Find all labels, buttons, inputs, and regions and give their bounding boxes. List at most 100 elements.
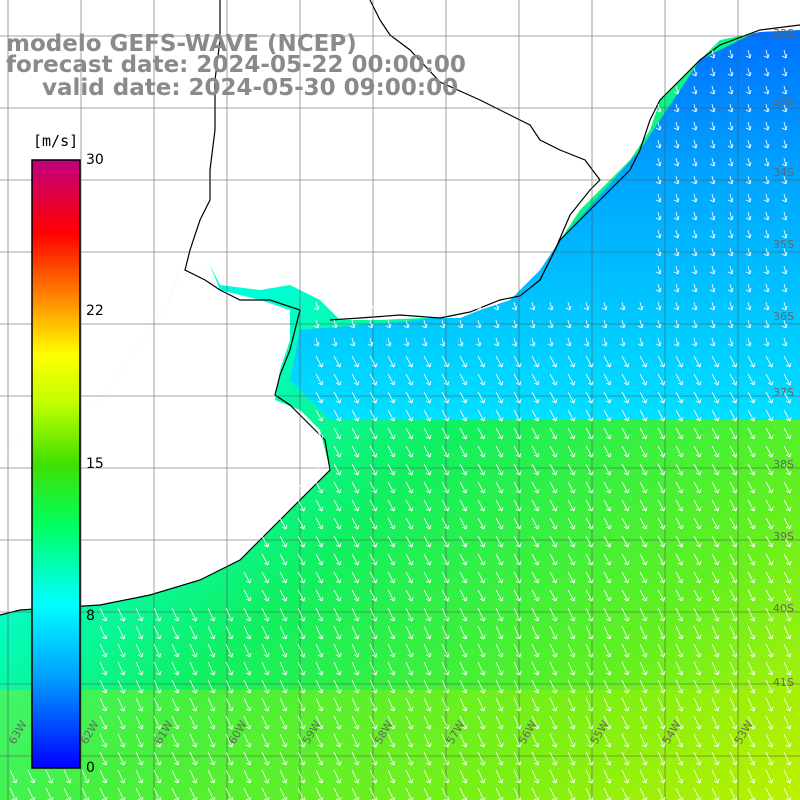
wind-arrow bbox=[745, 67, 752, 77]
wind-arrow bbox=[675, 661, 684, 676]
wind-arrow bbox=[423, 499, 432, 512]
wind-arrow bbox=[585, 571, 594, 584]
lat-label: 35S bbox=[773, 238, 794, 251]
wind-arrow bbox=[207, 661, 216, 676]
wind-arrow bbox=[405, 373, 414, 386]
wind-arrow bbox=[513, 517, 522, 530]
wind-arrow bbox=[459, 499, 468, 512]
wind-arrow bbox=[657, 733, 666, 748]
colorbar-tick-8: 8 bbox=[86, 608, 95, 624]
wind-arrow bbox=[117, 643, 126, 658]
wind-arrow bbox=[781, 121, 788, 131]
wind-arrow bbox=[709, 139, 716, 149]
wind-arrow bbox=[747, 751, 756, 766]
wind-arrow bbox=[387, 355, 396, 368]
wind-arrow bbox=[585, 787, 594, 800]
wind-arrow bbox=[261, 751, 270, 766]
wind-arrow bbox=[333, 427, 342, 440]
wind-arrow bbox=[315, 715, 324, 730]
wind-arrow bbox=[459, 355, 468, 368]
wind-arrow bbox=[763, 337, 770, 347]
wind-arrow bbox=[783, 481, 792, 494]
wind-arrow bbox=[225, 607, 234, 622]
wind-arrow bbox=[729, 589, 738, 602]
wind-arrow bbox=[459, 661, 468, 676]
wind-arrow bbox=[477, 481, 486, 494]
wind-arrow bbox=[387, 391, 396, 404]
wind-arrow bbox=[657, 787, 666, 800]
wind-arrow bbox=[783, 571, 792, 584]
wind-arrow bbox=[709, 157, 716, 167]
wind-arrow bbox=[711, 499, 720, 512]
wind-arrow bbox=[351, 625, 360, 640]
wind-arrow bbox=[423, 589, 432, 602]
wind-arrow bbox=[729, 391, 738, 404]
wind-arrow bbox=[639, 499, 648, 512]
wind-arrow bbox=[745, 121, 752, 131]
wind-arrow bbox=[495, 607, 504, 622]
wind-arrow bbox=[565, 319, 572, 329]
wind-arrow bbox=[747, 499, 756, 512]
wind-arrow bbox=[297, 733, 306, 748]
wind-arrow bbox=[711, 391, 720, 404]
wind-arrow bbox=[549, 571, 558, 584]
wind-arrow bbox=[673, 211, 680, 221]
wind-arrow bbox=[441, 535, 450, 548]
wind-arrow bbox=[315, 589, 324, 602]
wind-arrow bbox=[549, 733, 558, 748]
wind-arrow bbox=[423, 787, 432, 800]
wind-arrow bbox=[315, 733, 324, 748]
wind-arrow bbox=[655, 229, 662, 239]
wind-arrow bbox=[261, 661, 270, 676]
wind-arrow bbox=[333, 517, 342, 530]
wind-arrow bbox=[513, 589, 522, 602]
wind-arrow bbox=[567, 463, 576, 476]
wind-arrow bbox=[423, 409, 432, 422]
wind-arrow bbox=[189, 769, 198, 784]
wind-arrow bbox=[459, 589, 468, 602]
wind-arrow bbox=[441, 661, 450, 676]
wind-arrow bbox=[367, 319, 374, 329]
wind-arrow bbox=[351, 715, 360, 730]
wind-arrow bbox=[405, 481, 414, 494]
wind-arrow bbox=[675, 391, 684, 404]
wind-arrow bbox=[675, 589, 684, 602]
wind-arrow bbox=[459, 787, 468, 800]
wind-arrow bbox=[531, 679, 540, 694]
wind-arrow bbox=[691, 211, 698, 221]
wind-arrow bbox=[243, 607, 252, 622]
wind-arrow bbox=[711, 607, 720, 622]
wind-arrow bbox=[81, 769, 90, 784]
wind-arrow bbox=[441, 355, 450, 368]
wind-arrow bbox=[781, 193, 788, 203]
wind-arrow bbox=[459, 427, 468, 440]
wind-arrow bbox=[585, 661, 594, 676]
wind-arrow bbox=[657, 373, 666, 386]
wind-arrow bbox=[711, 787, 720, 800]
wind-arrow bbox=[745, 193, 752, 203]
wind-arrow bbox=[729, 517, 738, 530]
wind-arrow bbox=[405, 463, 414, 476]
wind-arrow bbox=[747, 571, 756, 584]
wind-arrow bbox=[297, 625, 306, 640]
wind-arrow bbox=[729, 463, 738, 476]
wind-arrow bbox=[423, 517, 432, 530]
wind-arrow bbox=[513, 607, 522, 622]
wind-arrow bbox=[585, 697, 594, 712]
wind-arrow bbox=[781, 319, 788, 329]
wind-arrow bbox=[781, 67, 788, 77]
wind-arrow bbox=[549, 499, 558, 512]
wind-arrow bbox=[655, 139, 662, 149]
wind-arrow bbox=[745, 103, 752, 113]
wind-arrow bbox=[333, 625, 342, 640]
wind-arrow bbox=[99, 751, 108, 766]
wind-arrow bbox=[621, 697, 630, 712]
wind-arrow bbox=[351, 661, 360, 676]
wind-arrow bbox=[313, 319, 320, 329]
wind-arrow bbox=[495, 571, 504, 584]
wind-arrow bbox=[459, 643, 468, 658]
wind-arrow bbox=[783, 733, 792, 748]
wind-arrow bbox=[747, 463, 756, 476]
wind-arrow bbox=[493, 301, 500, 311]
wind-arrow bbox=[765, 787, 774, 800]
